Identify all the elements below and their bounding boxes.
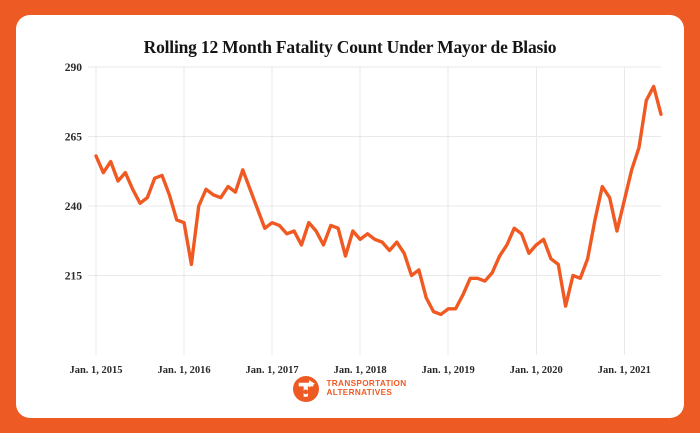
x-axis-tick-label: Jan. 1, 2021 [598, 365, 651, 376]
x-axis-tick-label: Jan. 1, 2019 [422, 365, 475, 376]
brand-line-1: TRANSPORTATION [326, 379, 407, 389]
x-axis-tick-label: Jan. 1, 2015 [69, 365, 122, 376]
horizontal-gridlines [88, 66, 661, 276]
brand-line-2: ALTERNATIVES [326, 388, 393, 397]
x-axis-tick-label: Jan. 1, 2017 [246, 365, 299, 376]
transportation-alternatives-logo-icon [293, 376, 320, 402]
vertical-gridlines [95, 67, 625, 355]
y-axis-tick-label: 265 [65, 132, 83, 144]
y-axis-tick-label: 215 [65, 271, 83, 283]
x-axis-tick-label: Jan. 1, 2020 [510, 365, 563, 376]
brand-logo-text: TRANSPORTATION ALTERNATIVES [326, 379, 407, 398]
page-title: Rolling 12 Month Fatality Count Under Ma… [143, 37, 557, 57]
y-axis-tick-labels: 290 265 240 215 [65, 62, 83, 283]
fatality-count-series-line [94, 84, 663, 317]
x-axis-tick-label: Jan. 1, 2016 [158, 365, 211, 376]
brand-logo: TRANSPORTATION ALTERNATIVES [16, 376, 684, 402]
y-axis-tick-label: 240 [65, 201, 83, 213]
x-axis-tick-labels: Jan. 1, 2015 Jan. 1, 2016 Jan. 1, 2017 Jan.… [69, 365, 650, 376]
chart-card: Rolling 12 Month Fatality Count Under Ma… [16, 15, 684, 418]
x-axis-tick-label: Jan. 1, 2018 [334, 365, 387, 376]
chart-plot-area: 290 265 240 215 Jan. 1, 2015 Jan. 1, 2016 Jan… [16, 15, 684, 418]
y-axis-tick-label: 290 [65, 62, 83, 74]
